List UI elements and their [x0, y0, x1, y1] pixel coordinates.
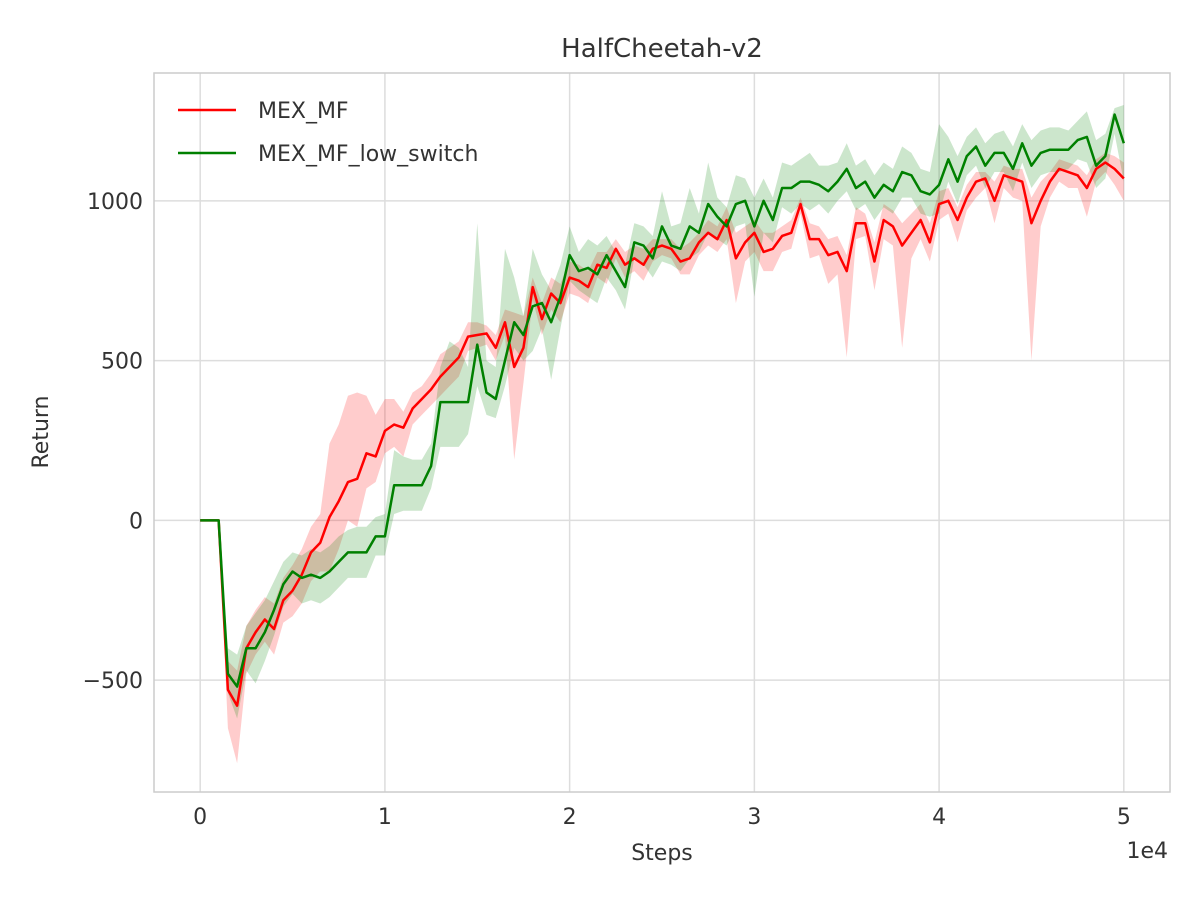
y-tick-label: 0	[129, 509, 143, 534]
y-tick-labels: −500 0 500 1000	[83, 190, 143, 694]
x-axis-label: Steps	[631, 841, 693, 866]
plot-frame	[153, 72, 1171, 793]
y-tick-label: 1000	[87, 190, 143, 215]
plot-background	[154, 73, 1170, 792]
x-offset-label: 1e4	[1126, 839, 1168, 864]
y-tick-label: −500	[83, 669, 143, 694]
legend-label-mex-mf: MEX_MF	[258, 99, 349, 124]
band-mex-mf	[200, 152, 1124, 764]
x-tick-label: 4	[932, 805, 946, 830]
x-tick-label: 0	[193, 805, 207, 830]
chart-title: HalfCheetah-v2	[561, 34, 763, 64]
y-axis-label: Return	[29, 395, 54, 468]
series-line-mex-mf	[200, 161, 1125, 707]
legend-label-mex-mf-low-switch: MEX_MF_low_switch	[258, 142, 478, 167]
y-tick-label: 500	[101, 350, 143, 375]
series-lines	[200, 113, 1126, 707]
x-tick-label: 3	[747, 805, 761, 830]
legend: MEX_MF MEX_MF_low_switch	[178, 99, 478, 167]
x-tick-label: 2	[563, 805, 577, 830]
series-line-mex-mf-low-switch	[200, 113, 1126, 688]
x-tick-labels: 0 1 2 3 4 5	[193, 805, 1131, 830]
x-tick-label: 1	[378, 805, 392, 830]
x-tick-label: 5	[1117, 805, 1131, 830]
